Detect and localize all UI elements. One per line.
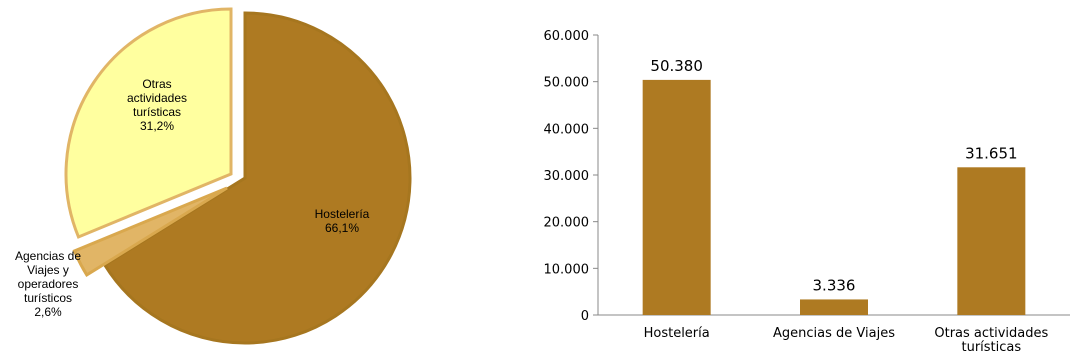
- bar-chart: 0 10.000 20.000 30.000 40.000 50.000 60.000 50.…: [544, 29, 1070, 355]
- y-tick-label: 10.000: [544, 262, 590, 277]
- y-tick-label: 20.000: [544, 216, 590, 231]
- pie-slice-hosteleria: [102, 11, 412, 345]
- y-tick-label: 0: [581, 309, 589, 324]
- bar-value-label: 31.651: [965, 144, 1018, 162]
- y-tick-label: 60.000: [544, 29, 590, 44]
- x-category-label: Hostelería: [644, 326, 710, 341]
- x-category-label: Agencias de Viajes: [773, 326, 895, 341]
- bar: [957, 167, 1026, 315]
- pie-chart: Hostelería 66,1% Agencias de Viajes y operad…: [15, 7, 412, 345]
- bar-value-label: 50.380: [650, 57, 703, 75]
- bar-value-label: 3.336: [813, 276, 856, 294]
- bar: [642, 79, 711, 315]
- pie-label-hosteleria: Hostelería 66,1%: [315, 207, 370, 235]
- x-category-label: Otras actividades turísticas: [934, 326, 1048, 355]
- pie-slice-agencias: [72, 186, 228, 278]
- y-tick-label: 50.000: [544, 76, 590, 91]
- y-tick-label: 40.000: [544, 122, 590, 137]
- bar: [800, 299, 868, 315]
- y-tick-label: 30.000: [544, 169, 590, 184]
- pie-label-agencias: Agencias de Viajes y operadores turísticos 2…: [15, 249, 81, 319]
- pie-label-otras: Otras actividades turísticas 31,2%: [127, 77, 187, 133]
- pie-slice-otras: [64, 7, 233, 239]
